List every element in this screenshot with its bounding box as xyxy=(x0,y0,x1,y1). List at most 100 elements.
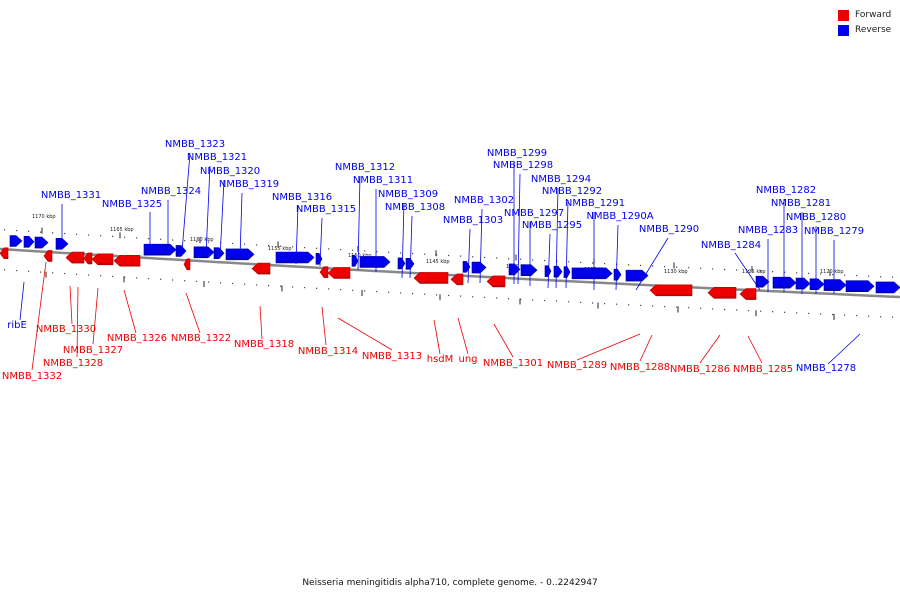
reverse-gene-label: NMBB_1279 xyxy=(804,226,864,237)
tick-dot xyxy=(796,272,798,274)
tick-dot xyxy=(496,257,498,259)
reverse-gene-label: NMBB_1294 xyxy=(531,174,591,185)
tick-dot xyxy=(736,309,738,311)
tick-dot xyxy=(856,275,858,277)
tick-dot xyxy=(112,275,114,277)
gene-arrow-shadow xyxy=(509,272,515,275)
gene-arrow-shadow xyxy=(10,244,16,247)
tick-dot xyxy=(652,305,654,307)
tick-dot xyxy=(124,276,126,278)
reverse-gene-label: NMBB_1278 xyxy=(796,363,856,374)
label-leader-line xyxy=(547,233,551,289)
forward-gene-label: NMBB_1328 xyxy=(43,358,103,369)
tick-dot xyxy=(28,230,30,232)
tick-dot xyxy=(748,310,750,312)
tick-dot xyxy=(424,293,426,295)
tick-dot xyxy=(340,249,342,251)
genome-caption: Neisseria meningitidis alpha710, complet… xyxy=(302,578,598,588)
gene-arrow-shadow xyxy=(756,285,763,288)
tick-dot xyxy=(88,274,90,276)
tick-dot xyxy=(400,252,402,254)
label-leader-line xyxy=(92,287,99,345)
forward-gene-arrow xyxy=(0,247,9,260)
legend-forward-swatch xyxy=(838,10,849,21)
tick-dot xyxy=(892,316,894,318)
legend-reverse-label: Reverse xyxy=(855,25,892,35)
tick-dot xyxy=(304,247,306,249)
tick-dot xyxy=(280,285,282,287)
ruler-label: 1165 kbp xyxy=(110,227,134,233)
label-leader-line xyxy=(239,192,243,259)
tick-dot xyxy=(832,273,834,276)
tick-dot xyxy=(544,259,546,262)
tick-dot xyxy=(172,239,174,241)
tick-dot xyxy=(160,238,162,240)
gene-arrow-shadow xyxy=(773,286,790,289)
tick-dot xyxy=(484,296,486,298)
tick-dot xyxy=(592,302,594,304)
gene-arrow-shadow xyxy=(120,264,140,267)
label-leader-line xyxy=(123,289,137,334)
forward-gene-arrow xyxy=(65,251,85,264)
tick-dot xyxy=(40,231,42,233)
label-leader-line xyxy=(69,285,73,325)
forward-gene-label: NMBB_1326 xyxy=(107,333,167,344)
forward-gene-label: NMBB_1313 xyxy=(362,351,422,362)
gene-arrow-shadow xyxy=(746,297,756,300)
reverse-gene-label: NMBB_1324 xyxy=(141,186,201,197)
tick-dot xyxy=(724,268,726,271)
label-leader-line xyxy=(219,179,225,259)
ruler-label: 1150 kbp xyxy=(348,253,372,259)
tick-dot xyxy=(340,289,342,291)
gene-arrow-shadow xyxy=(614,278,618,281)
tick-dot xyxy=(760,270,762,272)
label-leader-line xyxy=(457,317,469,355)
gene-arrow-shadow xyxy=(796,287,804,290)
label-leader-line xyxy=(357,175,361,271)
tick-dot xyxy=(4,269,6,271)
tick-dot xyxy=(148,238,150,240)
tick-dot xyxy=(316,287,318,289)
reverse-gene-label: NMBB_1283 xyxy=(738,225,798,236)
tick-dot xyxy=(832,313,834,316)
label-leader-line xyxy=(259,305,263,340)
tick-dot xyxy=(196,280,198,282)
tick-dot xyxy=(880,276,882,278)
tick-dot xyxy=(472,256,474,258)
gene-arrow-shadow xyxy=(420,281,448,284)
reverse-gene-label: ribE xyxy=(7,320,27,331)
gene-arrow-shadow xyxy=(187,267,190,270)
tick-dot xyxy=(484,256,486,258)
reverse-gene-label: NMBB_1303 xyxy=(443,215,503,226)
label-leader-line xyxy=(181,152,191,253)
tick-dot xyxy=(772,311,774,313)
label-leader-line xyxy=(19,281,25,321)
reverse-gene-label: NMBB_1323 xyxy=(165,139,225,150)
forward-gene-label: NMBB_1322 xyxy=(171,333,231,344)
tick-dot xyxy=(724,308,726,311)
gene-arrow-shadow xyxy=(521,273,531,276)
tick-dot xyxy=(556,300,558,302)
ruler-label: 1130 kbp xyxy=(664,269,688,275)
gene-arrow-shadow xyxy=(324,275,328,278)
tick-dot xyxy=(544,299,546,302)
tick-dot xyxy=(508,258,510,260)
gene-arrow-shadow xyxy=(258,272,270,275)
tick-dot xyxy=(124,236,126,238)
reverse-gene-label: NMBB_1290 xyxy=(639,224,699,235)
label-leader-line xyxy=(699,334,721,364)
tick-dot xyxy=(844,314,846,316)
tick-dot xyxy=(520,258,522,260)
tick-dot xyxy=(688,307,690,309)
tick-dot xyxy=(568,301,570,303)
label-leader-line xyxy=(493,323,514,358)
forward-gene-label: NMBB_1327 xyxy=(63,345,123,356)
gene-arrow-shadow xyxy=(334,276,350,279)
forward-gene-arrow xyxy=(450,273,464,286)
forward-gene-arrow xyxy=(739,288,757,300)
tick-dot xyxy=(712,308,714,310)
tick-dot xyxy=(400,292,402,294)
forward-gene-arrow xyxy=(649,284,693,297)
tick-dot xyxy=(16,270,18,272)
tick-dot xyxy=(664,266,666,268)
